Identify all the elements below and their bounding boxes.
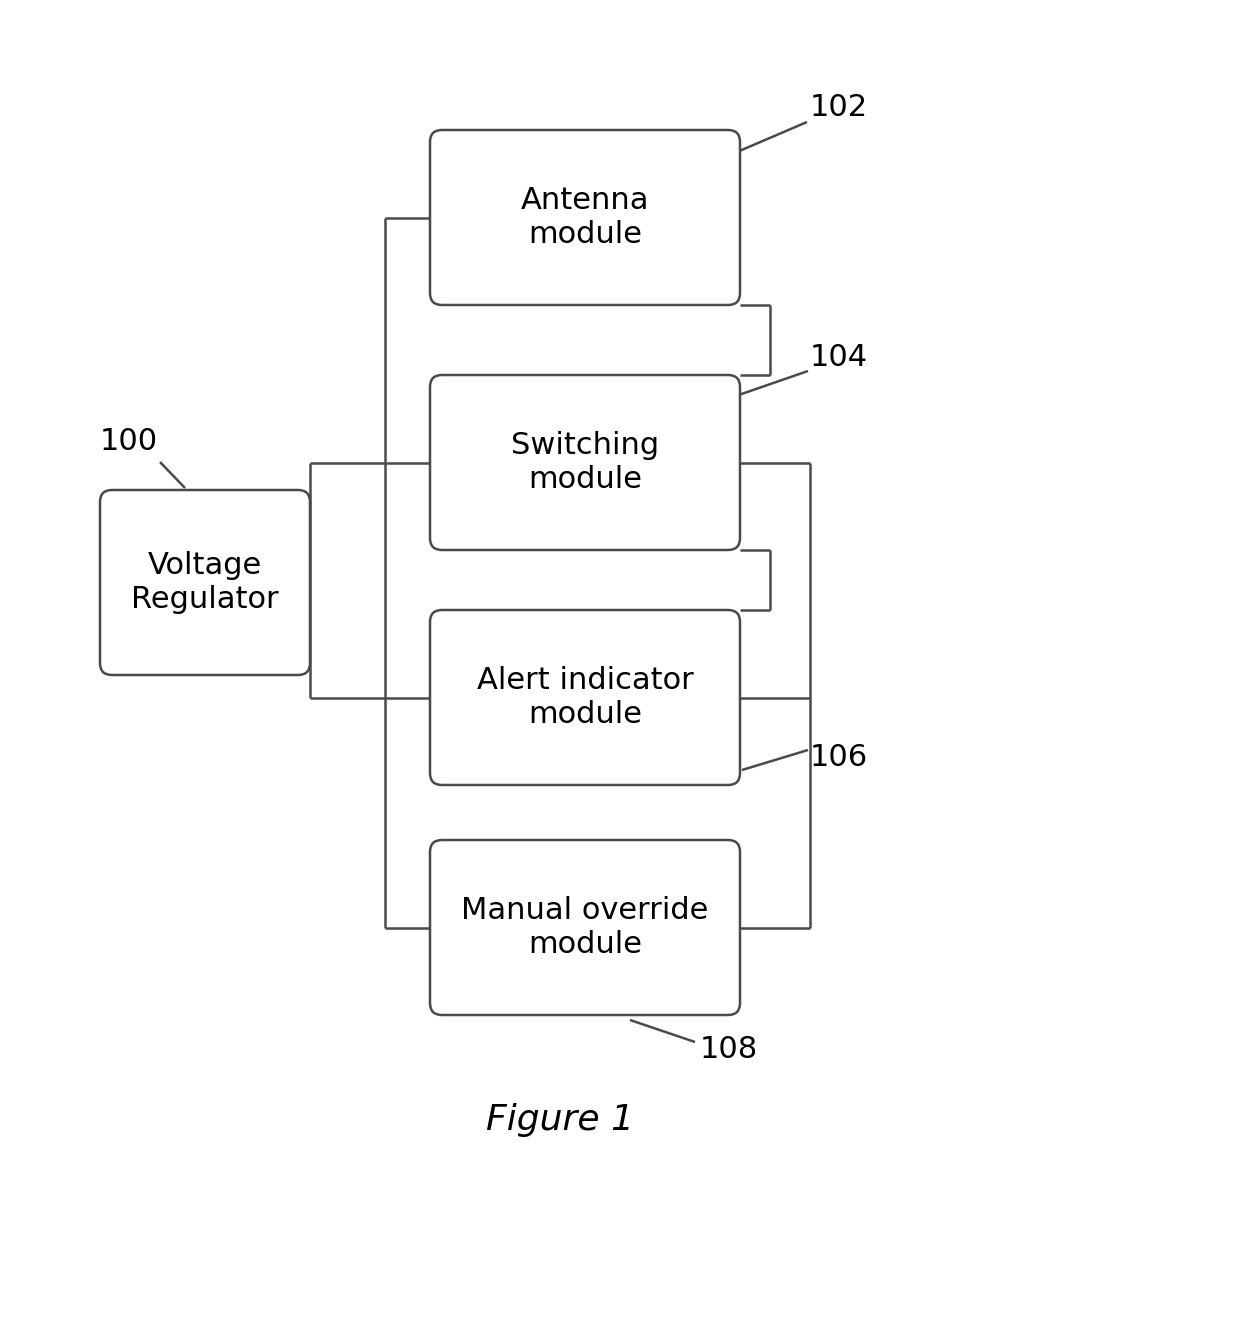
Text: Switching
module: Switching module <box>511 432 660 494</box>
Text: 108: 108 <box>701 1035 758 1064</box>
Text: Figure 1: Figure 1 <box>486 1103 634 1138</box>
Text: 100: 100 <box>100 428 159 457</box>
Text: Manual override
module: Manual override module <box>461 896 709 959</box>
Text: 106: 106 <box>810 743 868 773</box>
FancyBboxPatch shape <box>430 131 740 305</box>
Text: Voltage
Regulator: Voltage Regulator <box>131 551 279 614</box>
Text: 102: 102 <box>810 93 868 123</box>
Text: Alert indicator
module: Alert indicator module <box>476 666 693 729</box>
FancyBboxPatch shape <box>430 610 740 785</box>
Text: 104: 104 <box>810 344 868 373</box>
FancyBboxPatch shape <box>430 840 740 1015</box>
FancyBboxPatch shape <box>430 376 740 550</box>
FancyBboxPatch shape <box>100 490 310 675</box>
Text: Antenna
module: Antenna module <box>521 186 650 249</box>
